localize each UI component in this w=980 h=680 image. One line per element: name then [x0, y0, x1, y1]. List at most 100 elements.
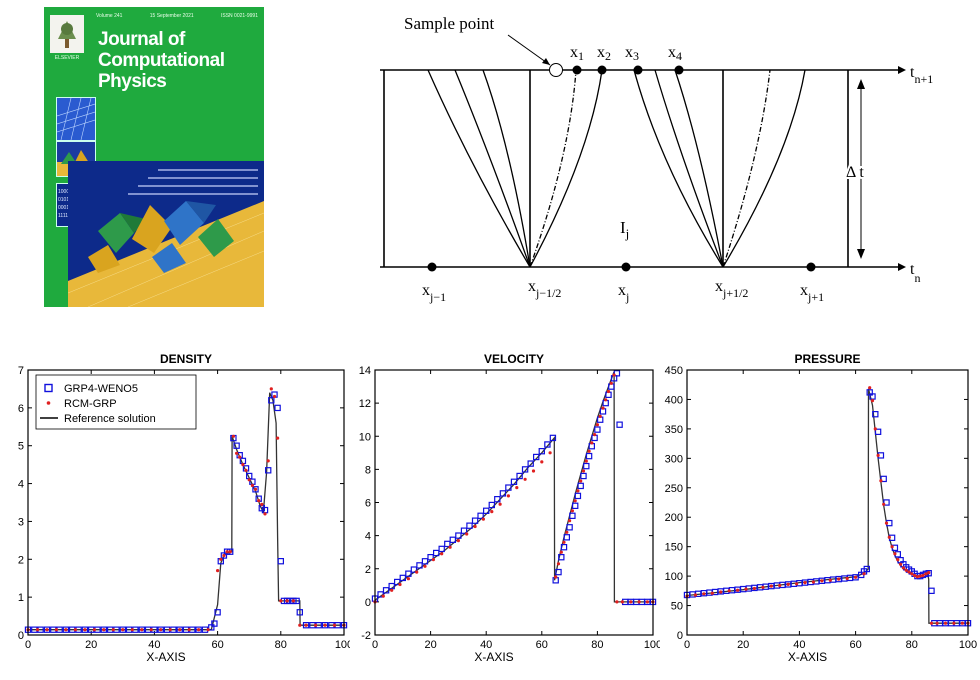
journal-title-line: Physics	[98, 71, 167, 92]
grp4-weno5-point	[157, 626, 164, 633]
rcm-grp-point	[943, 621, 948, 625]
y-tick-label: 10	[359, 431, 371, 443]
rcm-grp-point	[228, 550, 232, 554]
rcm-grp-point	[506, 494, 510, 498]
rcm-grp-point	[253, 487, 258, 491]
node-dot	[633, 65, 643, 75]
rcm-grp-point	[559, 550, 563, 554]
grp4-weno5-point	[43, 626, 51, 633]
rcm-grp-point	[241, 463, 245, 467]
sample-point-label: Sample point	[404, 14, 494, 33]
rcm-grp-point	[314, 623, 318, 627]
rcm-grp-point	[35, 628, 40, 632]
delta-t-arrowhead-up	[857, 79, 865, 89]
rcm-grp-point	[907, 570, 911, 574]
characteristic-curve	[427, 69, 531, 268]
rcm-grp-point	[178, 628, 182, 632]
y-tick-label: 3	[18, 516, 24, 528]
legend-label: GRP4-WENO5	[64, 383, 138, 395]
grp4-weno5-point	[455, 532, 462, 539]
rcm-grp-point	[247, 478, 251, 482]
rcm-grp-point	[54, 628, 59, 632]
rcm-grp-point	[440, 552, 444, 556]
grid-label-x-j-minus-half: xj−1/2	[528, 278, 561, 300]
grp4-weno5-point	[549, 434, 557, 442]
rcm-grp-point	[590, 441, 594, 445]
node-label-x1: x1	[570, 44, 584, 63]
x-tick-label: 0	[372, 639, 378, 651]
y-tick-label: 250	[665, 483, 683, 495]
rcm-grp-point	[490, 510, 494, 514]
node-dot	[597, 65, 607, 75]
rcm-grp-point	[92, 628, 96, 632]
y-tick-label: 2	[18, 554, 24, 566]
characteristic-curve	[482, 69, 531, 268]
x-axis-label: X-AXIS	[474, 650, 513, 664]
rcm-grp-point	[548, 451, 552, 455]
grp4-weno5-point	[863, 565, 870, 573]
y-tick-label: 6	[18, 403, 24, 415]
grp4-weno5-point	[211, 620, 218, 627]
rcm-grp-point	[910, 572, 914, 576]
grp4-weno5-point	[377, 591, 384, 598]
node-dot	[572, 65, 582, 75]
rcm-grp-point	[83, 628, 87, 632]
rcm-grp-point	[197, 628, 201, 632]
grp4-weno5-point	[277, 558, 285, 565]
grp4-weno5-point	[566, 524, 573, 531]
delta-t-arrowhead-down	[857, 249, 865, 259]
rcm-grp-point	[929, 621, 934, 625]
x-tick-label: 20	[85, 639, 97, 651]
y-tick-label: 150	[665, 542, 683, 554]
journal-title: Journal of Computational Physics	[98, 29, 258, 92]
velocity-chart-title: VELOCITY	[484, 352, 544, 366]
rcm-grp-point	[225, 550, 229, 554]
characteristic-curve	[633, 69, 724, 268]
node-label-x2: x2	[597, 44, 611, 63]
rcm-grp-point	[904, 568, 908, 572]
characteristic-curve	[529, 69, 577, 268]
grp4-weno5-point	[580, 472, 587, 480]
grp4-weno5-point	[583, 462, 590, 470]
grp4-weno5-point	[265, 467, 272, 474]
rcm-grp-point	[130, 628, 134, 632]
rcm-grp-point	[884, 521, 889, 525]
rcm-grp-point	[862, 572, 866, 576]
cover-date: 15 September 2021	[149, 13, 194, 19]
rcm-grp-point	[111, 628, 115, 632]
y-tick-label: 200	[665, 512, 683, 524]
rcm-grp-point	[609, 381, 613, 385]
grp4-weno5-point	[488, 501, 495, 509]
y-tick-label: 300	[665, 453, 683, 465]
rcm-grp-point	[921, 573, 925, 578]
y-tick-label: 2	[365, 564, 371, 576]
journal-title-line: Journal of	[98, 29, 185, 50]
rcm-grp-point	[415, 570, 419, 574]
grp4-weno5-point	[585, 452, 593, 460]
grp4-weno5-point	[477, 512, 484, 519]
legend-box	[35, 374, 197, 430]
cover-volume: Volume 241	[96, 13, 123, 19]
rcm-grp-point	[960, 621, 964, 625]
rcm-grp-point	[899, 562, 903, 566]
rcm-grp-point	[879, 479, 883, 483]
rcm-grp-point	[803, 581, 807, 585]
rcm-grp-point	[604, 398, 608, 402]
delta-t-label: Δ t	[846, 164, 864, 181]
rcm-grp-point	[901, 566, 905, 570]
rcm-grp-point	[637, 600, 641, 604]
rcm-grp-point	[556, 562, 561, 566]
rcm-grp-point	[291, 599, 295, 603]
grp4-weno5-point	[616, 421, 623, 428]
x-tick-label: 100	[959, 639, 977, 651]
grid-label-x-j: xj	[618, 282, 629, 304]
time-level-bottom-label: tn	[910, 261, 920, 285]
density-chart-title: DENSITY	[160, 352, 212, 366]
rcm-grp-point	[431, 558, 435, 562]
density-chart: DENSITY 0 20 40 60 80 100 0 1 2 3 4 5 6 7 X-AXIS GRP4-WE…	[18, 352, 350, 664]
grp4-weno5-point	[874, 428, 882, 435]
grp4-weno5-point	[214, 609, 221, 616]
x-tick-label: 20	[424, 639, 436, 651]
rcm-grp-point	[219, 557, 223, 561]
